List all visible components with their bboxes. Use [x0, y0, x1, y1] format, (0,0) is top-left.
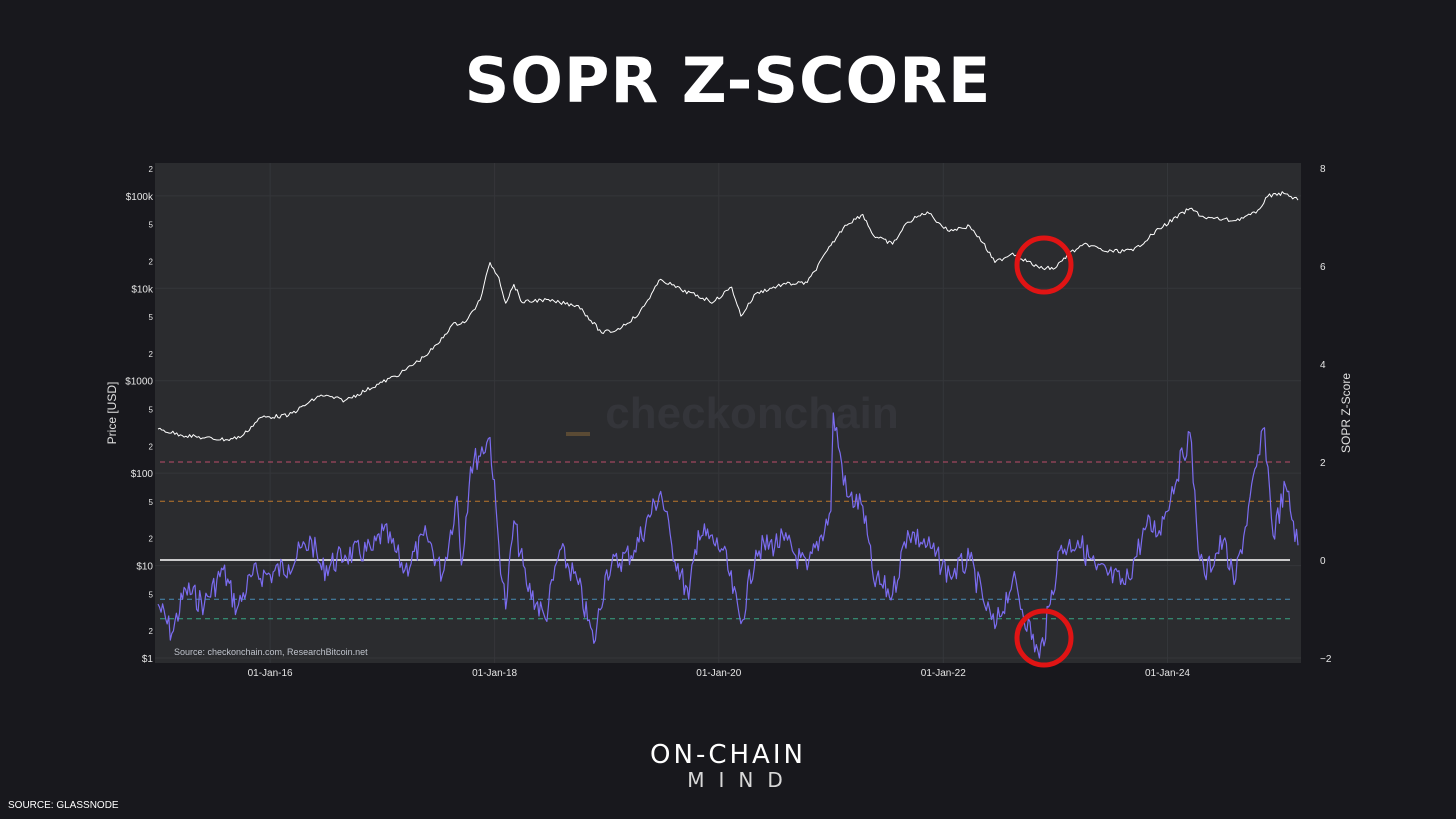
y-right-label: SOPR Z-Score: [1339, 373, 1353, 453]
x-tick-label: 01-Jan-16: [248, 668, 293, 679]
y-left-tick-label: 5: [149, 406, 154, 415]
brand-logo-top: ON-CHAIN: [650, 740, 806, 770]
watermark-mark: [566, 432, 590, 436]
axes: 01-Jan-16 01-Jan-18 01-Jan-20 01-Jan-22 01-J…: [125, 164, 1332, 679]
y-left-tick-label: 2: [149, 165, 154, 174]
source-note: Source: checkonchain.com, ResearchBitcoi…: [174, 647, 368, 657]
y-right-tick-label: −2: [1320, 654, 1332, 665]
y-left-label: Price [USD]: [105, 382, 119, 445]
y-left-tick-label: 5: [149, 498, 154, 507]
y-left-tick-label: 5: [149, 221, 154, 230]
x-tick-label: 01-Jan-20: [696, 668, 741, 679]
y-left-tick-label: 5: [149, 590, 154, 599]
y-left-tick-label: 2: [149, 627, 154, 636]
y-left-tick-label: $1: [142, 654, 154, 665]
footer-source: SOURCE: GLASSNODE: [8, 800, 119, 811]
zscore-series: [157, 412, 1299, 659]
plot-area: [155, 163, 1301, 663]
brand-logo-bottom: MIND: [687, 768, 797, 792]
y-right-tick-label: 4: [1320, 360, 1326, 371]
highlight-circle-price: [1014, 235, 1074, 295]
price-line: [157, 191, 1299, 442]
y-left-tick-label: $10k: [131, 284, 154, 295]
x-tick-label: 01-Jan-24: [1145, 668, 1190, 679]
page-title: SOPR Z-SCORE: [464, 44, 992, 117]
watermark: checkonchain: [605, 389, 898, 438]
y-right-tick-label: 8: [1320, 164, 1326, 175]
y-left-tick-label: $100: [131, 469, 154, 480]
highlight-circle-zscore: [1014, 608, 1074, 668]
y-right-tick-label: 6: [1320, 262, 1326, 273]
y-left-tick-label: $100k: [126, 192, 154, 203]
y-left-tick-label: 2: [149, 535, 154, 544]
y-right-tick-label: 0: [1320, 556, 1326, 567]
x-tick-label: 01-Jan-18: [472, 668, 517, 679]
zscore-line: [157, 412, 1299, 659]
price-series: [157, 191, 1299, 442]
y-left-tick-label: 2: [149, 350, 154, 359]
x-tick-label: 01-Jan-22: [921, 668, 966, 679]
y-left-tick-label: 2: [149, 442, 154, 451]
y-left-tick-label: $10: [136, 562, 153, 573]
y-left-tick-label: $1000: [125, 377, 153, 388]
y-right-tick-label: 2: [1320, 458, 1326, 469]
y-left-tick-label: 5: [149, 313, 154, 322]
y-left-tick-label: 2: [149, 257, 154, 266]
